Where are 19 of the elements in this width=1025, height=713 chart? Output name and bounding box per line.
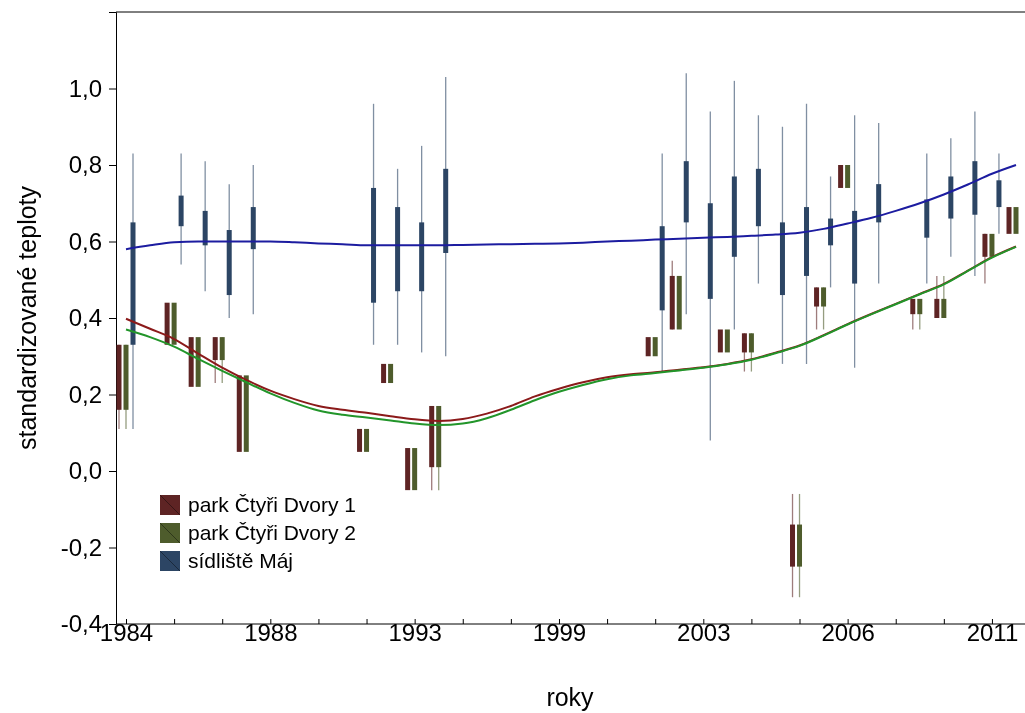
y-tick-label: 0,4 — [68, 304, 102, 332]
x-tick-label: 1999 — [532, 619, 587, 646]
legend-label: park Čtyři Dvory 2 — [188, 521, 357, 544]
x-tick-label: 2011 — [966, 619, 1019, 646]
legend-label: sídliště Máj — [188, 549, 294, 572]
y-tick-label: 0,0 — [68, 457, 102, 485]
x-tick-label: 2003 — [677, 619, 731, 646]
x-tick-label: 1993 — [388, 619, 442, 646]
y-tick-label: 1,0 — [68, 74, 102, 102]
y-axis-title: standardizované teploty — [13, 185, 41, 451]
legend-label: park Čtyři Dvory 1 — [188, 493, 357, 516]
x-axis-title: roky — [546, 683, 595, 711]
x-tick-label: 1988 — [244, 619, 298, 646]
y-tick-label: -0,4 — [60, 610, 102, 638]
y-tick-label: -0,2 — [60, 533, 102, 561]
y-tick-label: 0,2 — [68, 380, 102, 408]
x-tick-label: 2006 — [821, 619, 875, 646]
y-tick-label: 0,6 — [68, 227, 102, 255]
y-tick-label: 0,8 — [68, 151, 102, 179]
